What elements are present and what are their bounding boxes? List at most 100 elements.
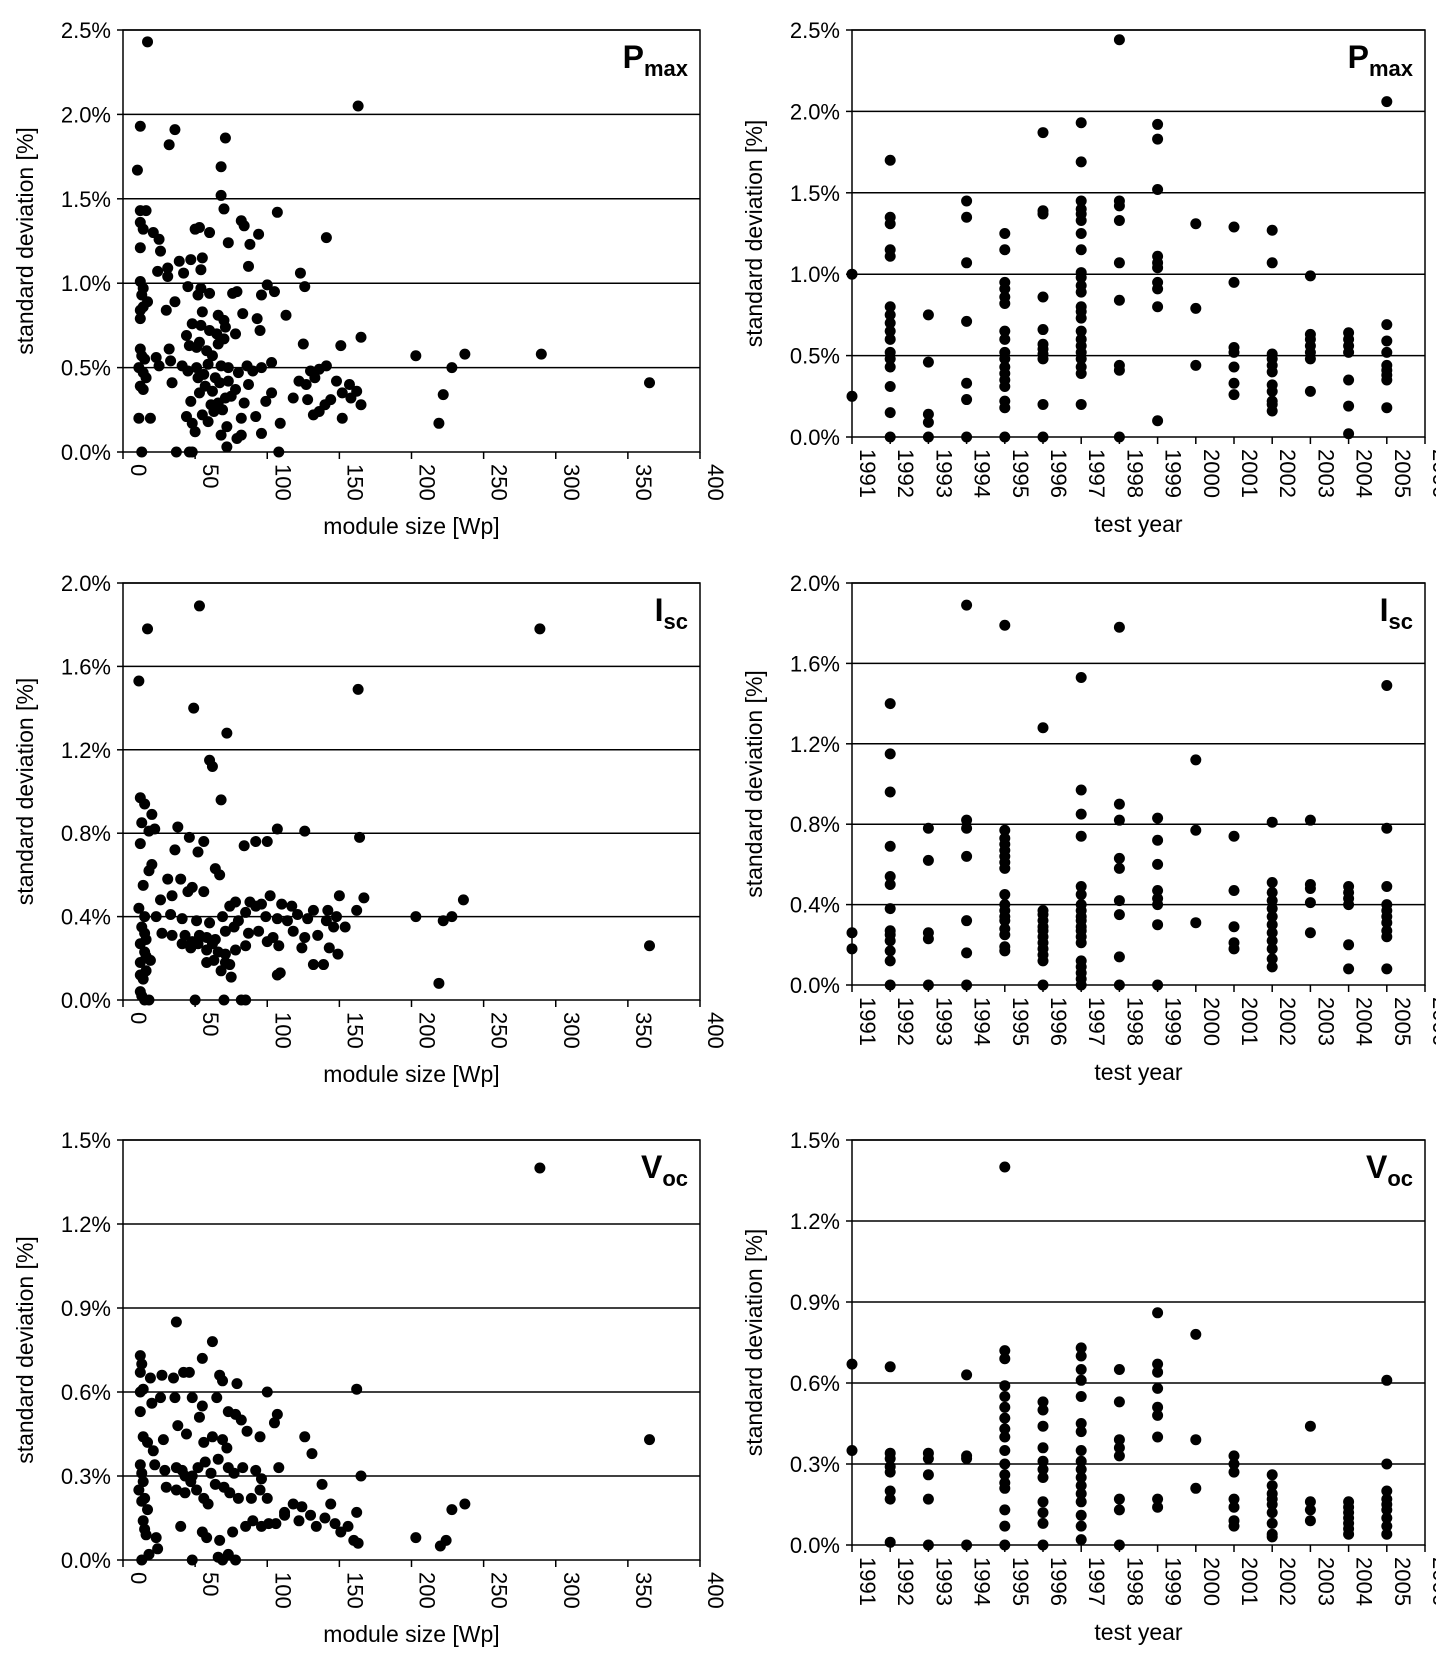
data-point [1266, 405, 1278, 417]
x-tick-label: 2005 [1390, 997, 1415, 1046]
data-point [446, 1504, 458, 1516]
data-point [316, 1478, 328, 1490]
y-tick-label: 1.0% [790, 262, 840, 287]
x-tick-label: 100 [270, 464, 295, 501]
x-axis-label: test year [1094, 511, 1183, 537]
data-point [1075, 398, 1087, 410]
x-tick-label: 1992 [893, 997, 918, 1046]
data-point [250, 1464, 262, 1476]
data-point [644, 377, 656, 389]
data-point [1152, 858, 1164, 870]
data-point [162, 270, 174, 282]
data-point [185, 1476, 197, 1488]
data-point [1075, 881, 1087, 893]
data-point [206, 1336, 218, 1348]
data-point [1266, 1531, 1278, 1543]
data-point [1304, 385, 1316, 397]
data-point [1228, 346, 1240, 358]
data-point [961, 394, 973, 406]
data-point [253, 925, 265, 937]
data-point [144, 412, 156, 424]
data-point [1228, 389, 1240, 401]
panel-label: Isc [655, 592, 688, 634]
data-point [1075, 979, 1087, 991]
data-point [1228, 921, 1240, 933]
data-point [922, 408, 934, 420]
x-tick-label: 1997 [1084, 997, 1109, 1046]
data-point [884, 309, 896, 321]
y-tick-label: 0.4% [790, 893, 840, 918]
data-point [237, 1462, 249, 1474]
data-point [134, 938, 146, 950]
data-point [358, 892, 370, 904]
data-point [1152, 283, 1164, 295]
data-point [1075, 1509, 1087, 1521]
y-axis-label: standard deviation [%] [741, 120, 767, 348]
data-point [147, 1445, 159, 1457]
data-point [274, 417, 286, 429]
data-point [136, 1467, 148, 1479]
data-point [961, 431, 973, 443]
y-tick-label: 1.5% [61, 1128, 111, 1153]
data-point [1381, 1520, 1393, 1532]
data-point [186, 417, 198, 429]
data-point [1037, 722, 1049, 734]
data-point [186, 1392, 198, 1404]
data-point [325, 394, 337, 406]
data-point [320, 232, 332, 244]
data-point [192, 846, 204, 858]
data-point [309, 372, 321, 384]
data-point [999, 1458, 1011, 1470]
plot-frame [851, 1139, 1426, 1546]
data-point [149, 823, 161, 835]
data-point [191, 1484, 203, 1496]
x-tick-label: 350 [631, 464, 656, 501]
y-tick-label: 0.9% [790, 1290, 840, 1315]
data-point [410, 911, 422, 923]
data-point [209, 1478, 221, 1490]
data-point [1266, 1499, 1278, 1510]
data-point [999, 298, 1011, 310]
data-point [238, 840, 250, 852]
data-point [134, 1366, 146, 1378]
data-point [206, 385, 218, 397]
data-point [255, 1473, 267, 1485]
data-point [1113, 1396, 1125, 1408]
data-point [166, 377, 178, 389]
data-point [169, 296, 181, 308]
data-point [287, 1498, 299, 1510]
data-point [152, 265, 164, 277]
data-point [922, 356, 934, 368]
data-point [182, 281, 194, 293]
data-point [144, 954, 156, 966]
data-point [1152, 834, 1164, 846]
data-point [433, 977, 445, 989]
panel-label-main: V [641, 1149, 663, 1185]
data-point [1228, 1520, 1240, 1532]
data-point [201, 1532, 213, 1544]
data-point [217, 1375, 229, 1387]
data-point [352, 100, 364, 112]
data-point [1190, 1482, 1202, 1494]
data-point [999, 929, 1011, 941]
data-point [1381, 1458, 1393, 1470]
data-point [1037, 1404, 1049, 1416]
data-point [1075, 214, 1087, 226]
data-point [219, 948, 231, 960]
data-point [1266, 1469, 1278, 1481]
data-point [232, 1492, 244, 1504]
data-point [322, 904, 334, 916]
data-point [961, 822, 973, 834]
data-point [1113, 951, 1125, 963]
data-point [961, 315, 973, 327]
data-point [1113, 909, 1125, 921]
data-point [302, 913, 314, 925]
y-tick-label: 0.0% [61, 440, 111, 465]
y-axis-label: standard deviation [%] [741, 1229, 767, 1457]
data-point [165, 355, 177, 367]
data-point [136, 817, 148, 829]
data-point [644, 940, 656, 952]
data-point [131, 164, 143, 176]
data-point [271, 1408, 283, 1420]
data-point [332, 948, 344, 960]
